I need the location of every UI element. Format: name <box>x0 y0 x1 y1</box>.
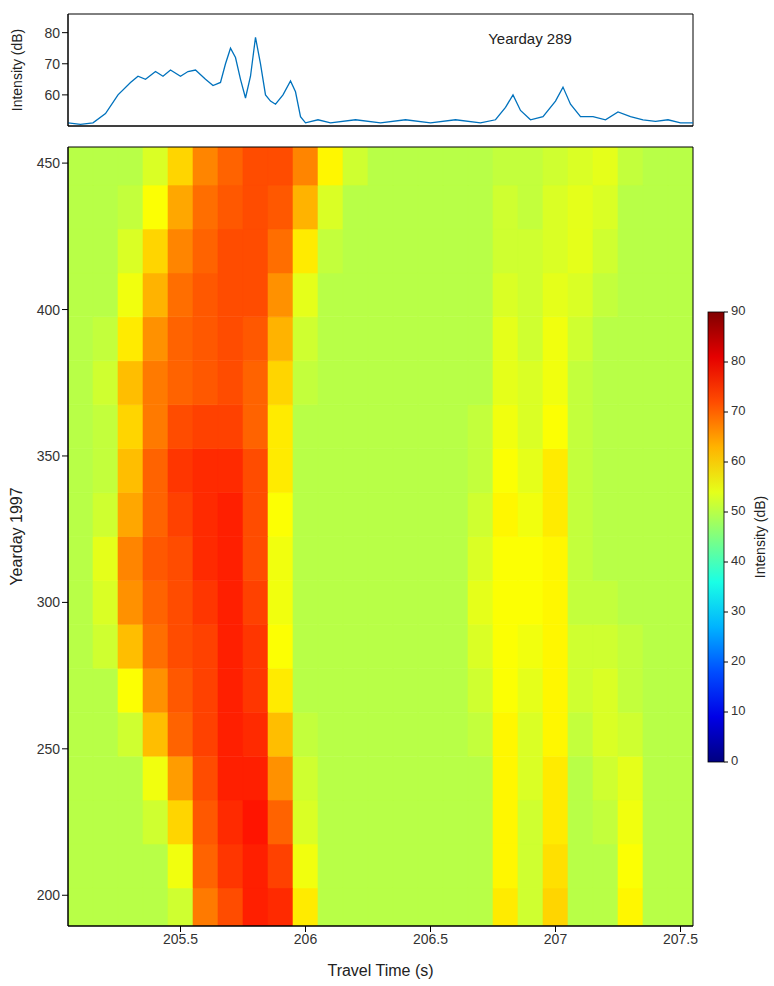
svg-text:206: 206 <box>294 931 318 947</box>
svg-text:70: 70 <box>731 403 745 418</box>
svg-text:50: 50 <box>731 503 745 518</box>
svg-text:70: 70 <box>44 56 60 72</box>
svg-text:60: 60 <box>44 87 60 103</box>
svg-text:80: 80 <box>731 353 745 368</box>
svg-text:205.5: 205.5 <box>163 931 198 947</box>
svg-text:Yearday 289: Yearday 289 <box>488 30 572 47</box>
svg-text:350: 350 <box>37 448 61 464</box>
svg-text:300: 300 <box>37 594 61 610</box>
svg-text:207.5: 207.5 <box>663 931 698 947</box>
svg-text:10: 10 <box>731 703 745 718</box>
svg-text:30: 30 <box>731 603 745 618</box>
svg-text:40: 40 <box>731 553 745 568</box>
svg-text:450: 450 <box>37 155 61 171</box>
svg-text:Intensity (dB): Intensity (dB) <box>9 29 25 111</box>
svg-text:250: 250 <box>37 741 61 757</box>
svg-text:207: 207 <box>544 931 568 947</box>
svg-text:Travel Time (s): Travel Time (s) <box>327 962 433 979</box>
svg-text:90: 90 <box>731 303 745 318</box>
svg-text:Yearday 1997: Yearday 1997 <box>8 487 25 585</box>
svg-text:20: 20 <box>731 653 745 668</box>
svg-text:200: 200 <box>37 887 61 903</box>
svg-text:80: 80 <box>44 25 60 41</box>
svg-text:60: 60 <box>731 453 745 468</box>
svg-text:206.5: 206.5 <box>413 931 448 947</box>
svg-text:0: 0 <box>731 753 738 768</box>
svg-text:Intensity (dB): Intensity (dB) <box>752 496 768 578</box>
svg-text:400: 400 <box>37 302 61 318</box>
